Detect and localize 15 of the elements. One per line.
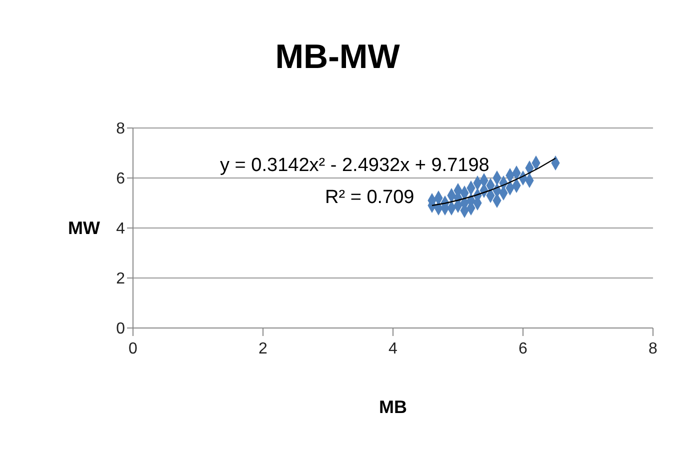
x-tick-label: 6 — [518, 340, 528, 358]
y-tick-label: 2 — [116, 270, 126, 288]
x-tick-label: 4 — [388, 340, 398, 358]
y-tick-label: 0 — [116, 320, 126, 338]
y-tick-label: 4 — [116, 220, 126, 238]
y-tick-label: 8 — [116, 120, 126, 138]
x-axis-title: MB — [378, 397, 408, 418]
annotation: R² = 0.709 — [325, 187, 414, 209]
x-tick-label: 0 — [128, 340, 138, 358]
annotation: y = 0.3142x² - 2.4932x + 9.7198 — [220, 155, 490, 177]
chart-title: MB-MW — [274, 38, 401, 77]
y-axis-title: MW — [68, 218, 100, 239]
x-tick-label: 2 — [258, 340, 268, 358]
x-tick-label: 8 — [648, 340, 658, 358]
y-tick-label: 6 — [116, 170, 126, 188]
